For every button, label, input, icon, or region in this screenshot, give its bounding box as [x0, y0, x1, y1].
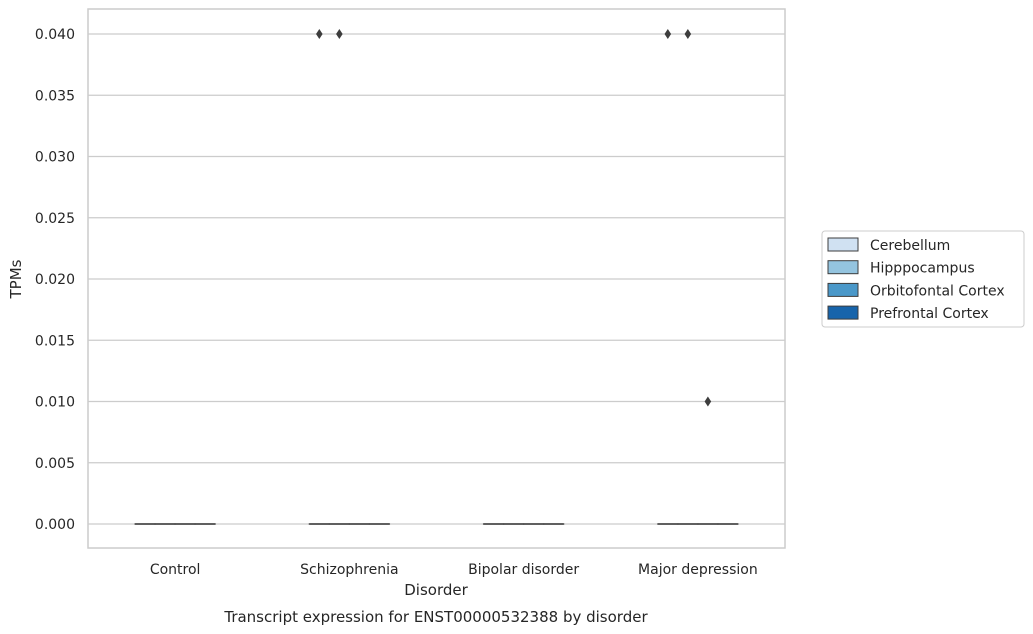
legend-label: Cerebellum — [870, 238, 950, 254]
y-tick-label: 0.005 — [35, 456, 75, 472]
legend-label: Orbitofontal Cortex — [870, 283, 1005, 299]
y-tick-label: 0.040 — [35, 27, 75, 43]
y-axis-ticks: 0.000 0.005 0.010 0.015 0.020 0.025 0.030 0.035… — [35, 27, 75, 533]
outlier-point — [316, 29, 323, 39]
outlier-point — [704, 396, 712, 407]
grid-lines — [88, 33, 785, 525]
outlier-markers — [316, 29, 712, 407]
legend-label: Prefrontal Cortex — [870, 306, 989, 322]
y-tick-label: 0.030 — [35, 150, 75, 166]
plot-frame — [87, 8, 786, 549]
y-tick-label: 0.025 — [35, 211, 75, 227]
x-tick-label: Control — [150, 562, 201, 578]
y-axis-title: TPMs — [7, 259, 25, 299]
x-tick-label: Bipolar disorder — [468, 562, 579, 578]
x-tick-label: Major depression — [638, 562, 758, 578]
legend-swatch — [827, 260, 859, 275]
legend-swatch — [827, 237, 859, 252]
legend-frame — [821, 230, 1025, 328]
outlier-point — [336, 29, 343, 39]
y-tick-label: 0.020 — [35, 272, 75, 288]
outlier-point — [664, 29, 672, 39]
outlier-point — [684, 29, 692, 39]
chart-caption: Transcript expression for ENST0000053238… — [223, 608, 648, 626]
legend-swatch — [827, 282, 859, 297]
x-tick-label: Schizophrenia — [300, 562, 398, 578]
y-tick-label: 0.000 — [35, 517, 75, 533]
y-tick-label: 0.015 — [35, 333, 75, 349]
y-tick-label: 0.035 — [35, 88, 75, 104]
legend-label: Hipppocampus — [870, 261, 975, 277]
x-axis-ticks: Control Schizophrenia Bipolar disorder Majo… — [150, 562, 758, 578]
legend-swatch — [827, 305, 859, 320]
x-axis-title: Disorder — [404, 581, 468, 599]
legend: Cerebellum Hipppocampus Orbitofontal Corte… — [821, 230, 1025, 328]
y-tick-label: 0.010 — [35, 395, 75, 411]
